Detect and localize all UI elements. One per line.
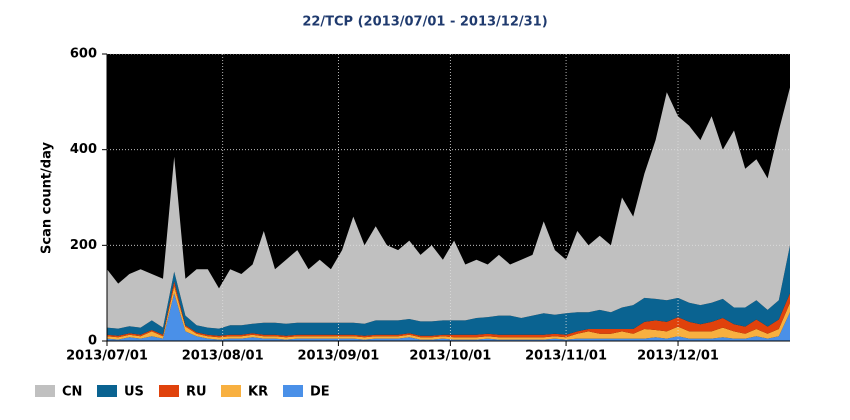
legend-swatch [35,385,55,397]
chart-title: 22/TCP (2013/07/01 - 2013/12/31) [302,15,547,30]
legend-label: US [124,385,144,400]
x-tick-label: 2013/07/01 [66,349,148,364]
area [107,245,790,336]
area [107,286,790,340]
area [107,281,790,338]
y-tick-label: 400 [70,142,97,157]
legend-label: RU [186,385,207,400]
legend-swatch [283,385,303,397]
y-tick-label: 600 [70,47,97,62]
x-tick-label: 2013/12/01 [637,349,719,364]
legend-label: CN [62,385,82,400]
y-tick-label: 0 [88,334,97,349]
legend-label: DE [310,385,330,400]
x-tick-label: 2013/09/01 [297,349,379,364]
x-tick-label: 2013/11/01 [525,349,607,364]
y-axis-label: Scan count/day [40,142,55,254]
legend-label: KR [248,385,268,400]
legend-swatch [159,385,179,397]
legend-swatch [221,385,241,397]
area [107,293,790,341]
x-tick-label: 2013/08/01 [182,349,264,364]
y-tick-label: 200 [70,238,97,253]
legend-swatch [97,385,117,397]
x-tick-label: 2013/10/01 [409,349,491,364]
area [107,87,790,329]
